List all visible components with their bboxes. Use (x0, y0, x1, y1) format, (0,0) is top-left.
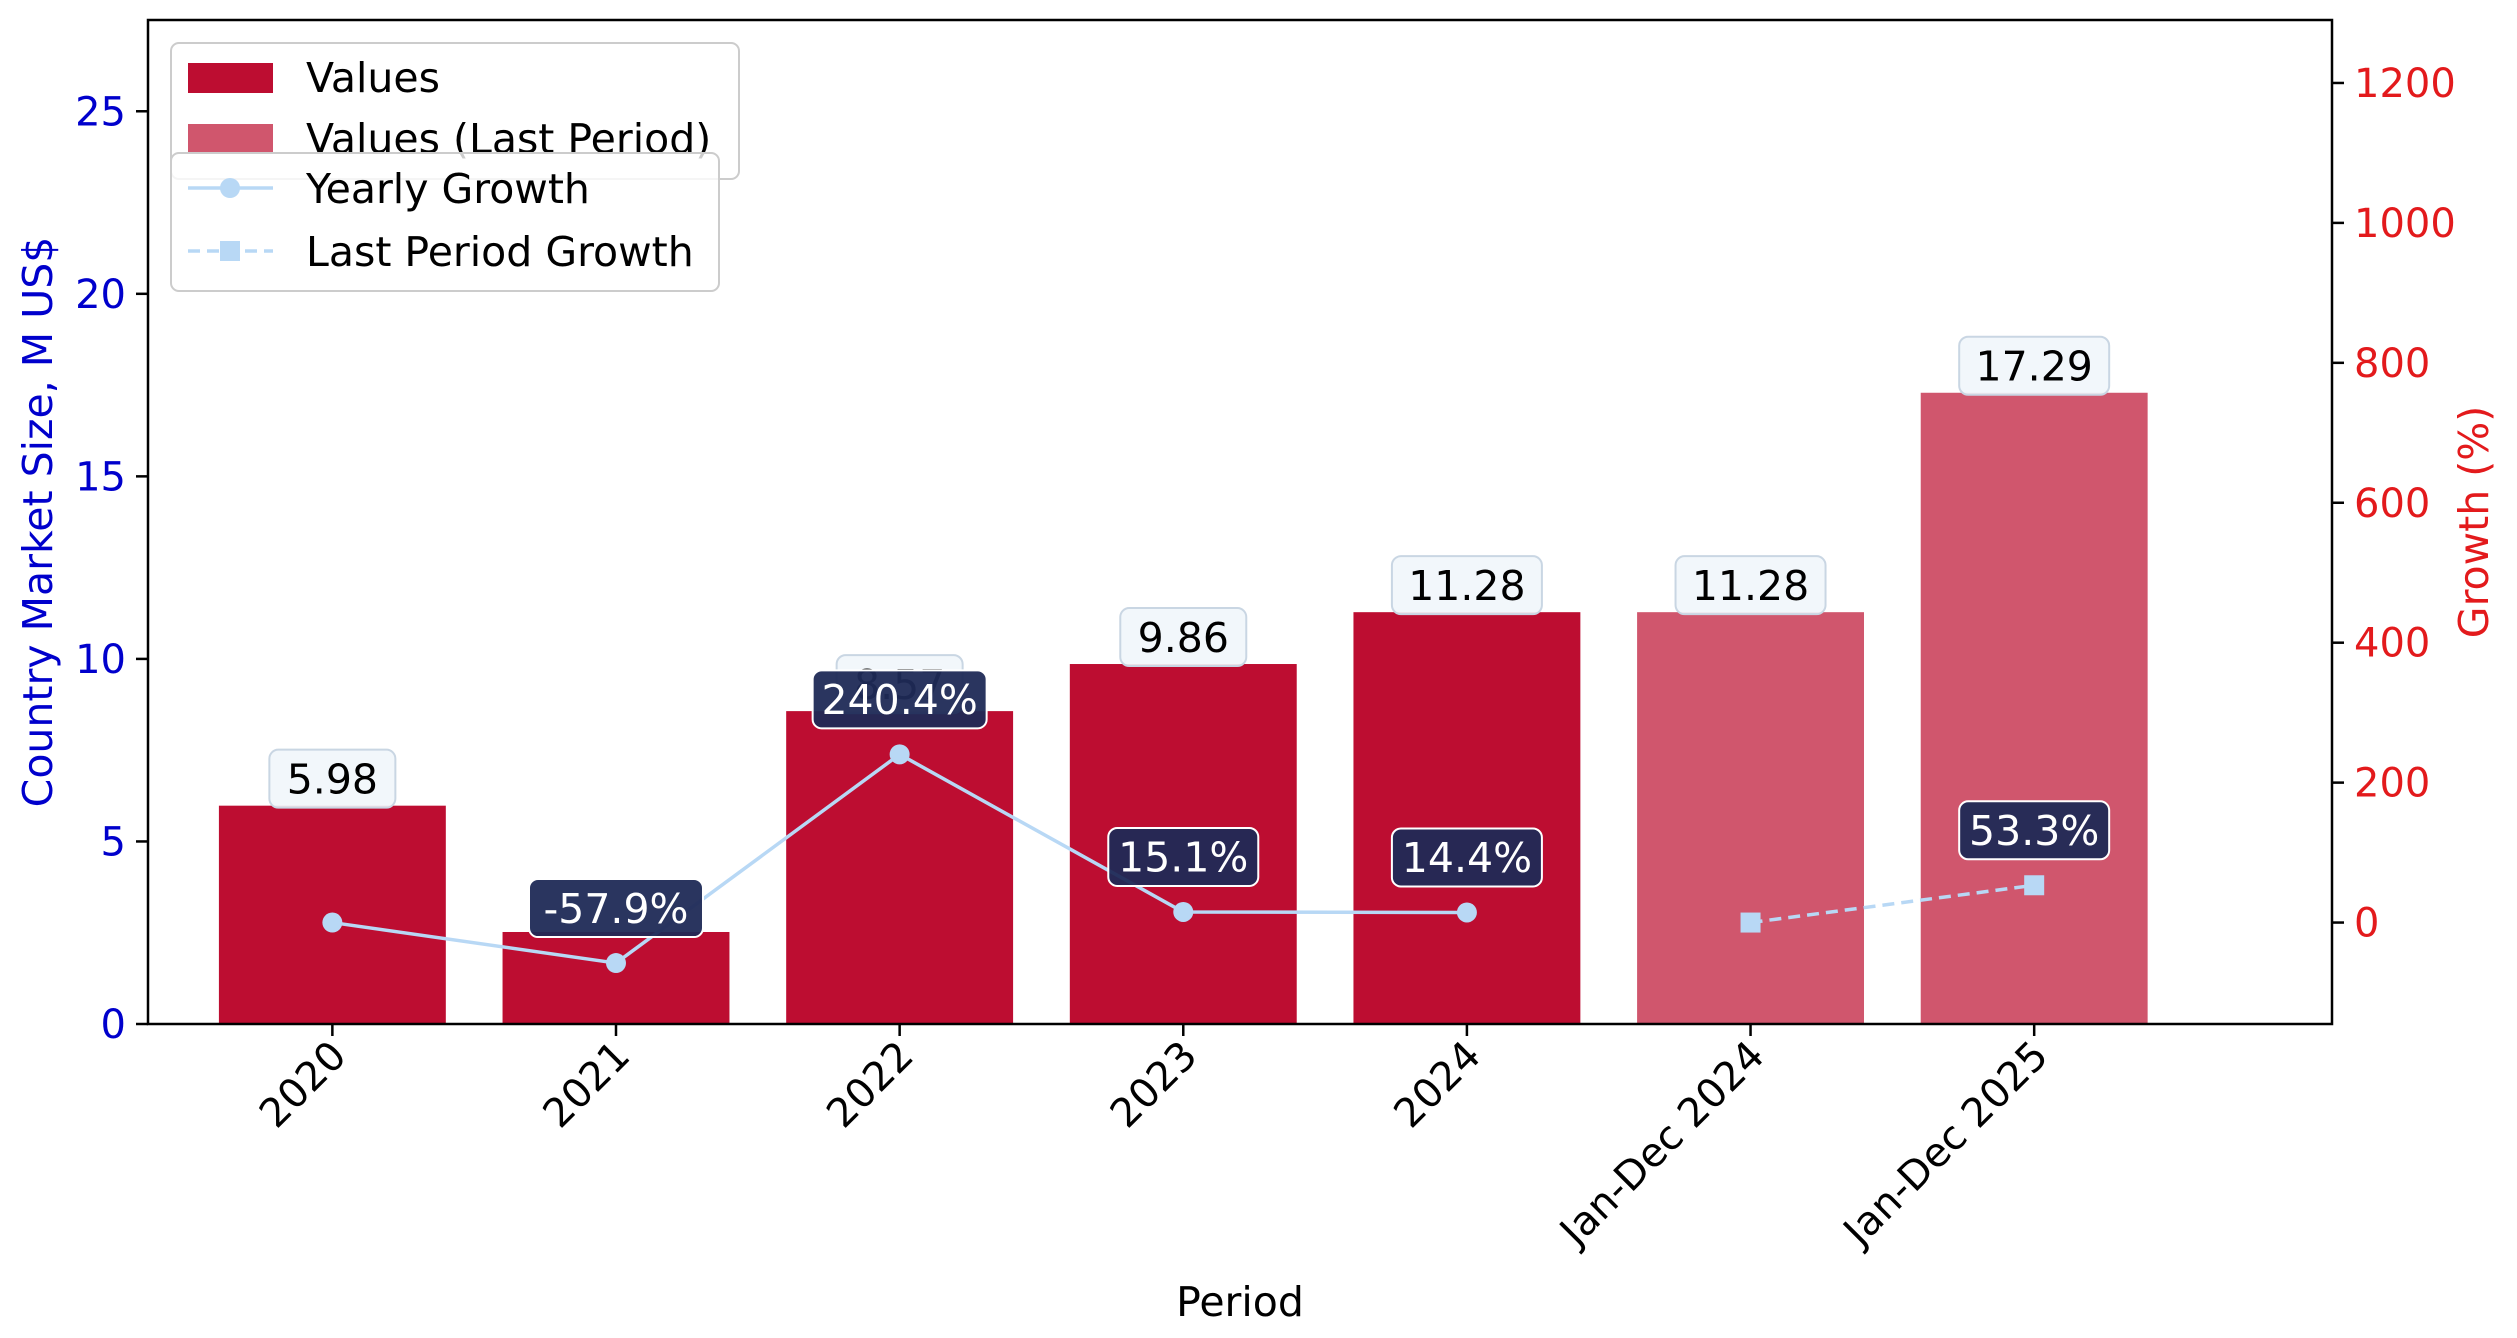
x-tick-label-2022: 2022 (818, 1033, 923, 1138)
legend-marker-yearly-growth (220, 178, 240, 198)
value-label-box (1674, 555, 1827, 616)
y-axis-label: Country Market Size, M US$ (14, 237, 62, 808)
bar-jan-dec-2024 (1637, 612, 1864, 1024)
growth-label-box (1958, 800, 2111, 861)
value-label-box (1390, 555, 1543, 616)
growth-label-2023: 15.1% (1107, 826, 1260, 887)
x-tick-label-2024: 2024 (1385, 1033, 1490, 1138)
square-marker-jan-dec-2024 (1740, 912, 1761, 933)
value-label-box (268, 748, 397, 809)
left-tick-label: 20 (75, 272, 126, 318)
right-tick-label: 600 (2354, 481, 2430, 527)
bars-layer (218, 392, 2148, 1024)
value-label-text: 11.28 (1408, 562, 1525, 610)
point-marker-2023 (1173, 901, 1194, 922)
growth-label-2021: -57.9% (528, 878, 704, 939)
left-axis-ticks: 0 5 10 15 20 25 (75, 89, 148, 1048)
right-axis-ticks: 0 200 400 600 800 1000 1200 (2332, 61, 2456, 947)
legend-box-lines (170, 152, 720, 292)
growth-label-text: 53.3% (1969, 807, 2099, 855)
right-tick-label: 200 (2354, 761, 2430, 807)
x-tick-label-jan-dec-2024: Jan-Dec 2024 (1549, 1033, 1773, 1257)
bar-jan-dec-2025 (1920, 392, 2148, 1024)
growth-label-box (1107, 826, 1260, 887)
point-marker-2021 (606, 953, 626, 974)
square-marker-jan-dec-2025 (2024, 875, 2045, 896)
legend-bars: Values Values (Last Period) (170, 42, 740, 180)
value-label-jan-dec-2025: 17.29 (1958, 335, 2111, 396)
x-tick-label-2021: 2021 (535, 1033, 640, 1138)
growth-label-2022: 240.4% (811, 669, 988, 730)
legend-swatch-values-last-period (188, 124, 273, 154)
bar-2024 (1353, 612, 1581, 1024)
legend-swatch-values (188, 63, 273, 93)
growth-label-jan-dec-2025: 53.3% (1958, 800, 2111, 861)
value-label-2020: 5.98 (268, 748, 397, 809)
legend-marker-last-period-growth (220, 241, 240, 261)
legend-label-values: Values (306, 54, 440, 102)
growth-label-box (811, 669, 988, 730)
growth-label-text: 15.1% (1118, 834, 1248, 882)
value-label-2024: 11.28 (1390, 555, 1543, 616)
growth-label-text: 14.4% (1402, 834, 1532, 882)
point-marker-2020 (322, 912, 343, 933)
y2-axis-label: Growth (%) (2450, 406, 2498, 638)
left-tick-label: 10 (75, 637, 126, 683)
point-marker-2022 (889, 744, 910, 765)
right-tick-label: 800 (2354, 341, 2430, 387)
x-tick-label-2023: 2023 (1102, 1033, 1207, 1138)
value-label-text: 17.29 (1975, 343, 2092, 391)
right-tick-label: 1000 (2354, 201, 2456, 247)
left-tick-label: 25 (75, 89, 126, 135)
x-axis-label: Period (1176, 1278, 1304, 1326)
value-label-box (1119, 607, 1248, 668)
left-tick-label: 5 (101, 819, 126, 865)
growth-label-text: -57.9% (543, 885, 688, 933)
x-axis-ticks: 2020 2021 2022 2023 2024 Jan-Dec 2024 Jan-Dec … (251, 1024, 2057, 1257)
value-label-2023: 9.86 (1119, 607, 1248, 668)
right-tick-label: 400 (2354, 621, 2430, 667)
value-label-text: 11.28 (1692, 562, 1809, 610)
legend-label-yearly-growth: Yearly Growth (305, 165, 590, 213)
line-last-period-growth (1750, 883, 2035, 925)
legend-lines: Yearly Growth Last Period Growth (170, 152, 720, 292)
bar-2021 (502, 931, 730, 1024)
plot-frame (146, 18, 2334, 1026)
growth-label-box (1390, 827, 1543, 888)
left-tick-label: 0 (101, 1002, 126, 1048)
x-tick-label-2020: 2020 (251, 1033, 356, 1138)
value-label-text: 5.98 (287, 755, 378, 803)
point-marker-2024 (1456, 902, 1477, 923)
x-tick-label-jan-dec-2025: Jan-Dec 2025 (1833, 1033, 2057, 1257)
value-label-jan-dec-2024: 11.28 (1674, 555, 1827, 616)
left-tick-label: 15 (75, 454, 126, 500)
right-tick-label: 1200 (2354, 61, 2456, 107)
data-labels-layer: 5.988.579.8611.2811.2817.29-57.9%240.4%1… (268, 335, 2111, 939)
right-tick-label: 0 (2354, 901, 2379, 947)
value-label-box (1958, 335, 2111, 396)
growth-label-2024: 14.4% (1390, 827, 1543, 888)
growth-lines-layer (322, 744, 2045, 974)
growth-label-text: 240.4% (821, 676, 977, 724)
legend-label-last-period-growth: Last Period Growth (306, 228, 694, 276)
value-label-text: 9.86 (1138, 614, 1229, 662)
growth-label-box (528, 878, 704, 939)
